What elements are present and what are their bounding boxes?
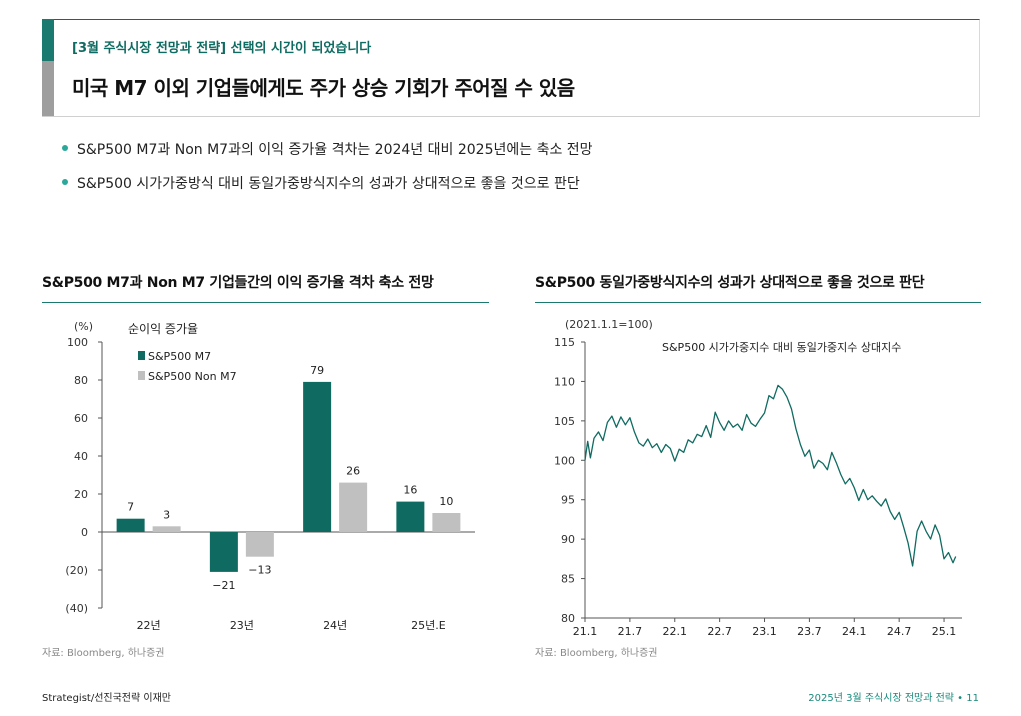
y-tick-label: 100 [554, 454, 575, 467]
footer-author: Strategist/선진국전략 이재만 [42, 693, 171, 704]
y-tick-label: (40) [65, 602, 88, 615]
bar-value-label: 3 [163, 508, 170, 521]
y-tick-label: 110 [554, 375, 575, 388]
x-tick-label: 22.1 [663, 625, 688, 638]
bar-value-label: 7 [127, 501, 134, 514]
page-title: 미국 M7 이외 기업들에게도 주가 상승 기회가 주어질 수 있음 [72, 76, 575, 100]
bullet-item: S&P500 M7과 Non M7과의 이익 증가율 격차는 2024년 대비 … [62, 139, 593, 159]
x-tick-label: 23.7 [797, 625, 822, 638]
page-subtitle: [3월 주식시장 전망과 전략] 선택의 시간이 되었습니다 [72, 41, 372, 56]
bar-non-m7 [245, 532, 274, 557]
y-tick-label: 0 [81, 526, 88, 539]
y-tick-label: (20) [65, 564, 88, 577]
footer-page-info: 2025년 3월 주식시장 전망과 전략 • 11 [808, 693, 979, 704]
header-gray-bar [42, 61, 54, 116]
y-unit-label: (2021.1.1=100) [565, 318, 653, 331]
y-unit-label: (%) [74, 320, 93, 333]
x-tick-label: 21.1 [573, 625, 598, 638]
bar-m7 [116, 518, 145, 532]
y-tick-label: 85 [561, 573, 575, 586]
bar-value-label: 79 [310, 364, 324, 377]
header-accent-bar [42, 19, 54, 61]
y-tick-label: 100 [67, 336, 88, 349]
inner-chart-title: S&P500 시가가중지수 대비 동일가중지수 상대지수 [662, 340, 901, 354]
y-tick-label: 80 [561, 612, 575, 625]
bar-non-m7 [432, 513, 461, 532]
bar-non-m7 [339, 482, 368, 532]
line-chart: (2021.1.1=100) S&P500 시가가중지수 대비 동일가중지수 상대… [554, 318, 962, 638]
inner-chart-title: 순이익 증가율 [128, 322, 198, 336]
header-divider [42, 116, 980, 117]
x-tick-label: 22.7 [707, 625, 732, 638]
left-chart-source: 자료: Bloomberg, 하나증권 [42, 648, 165, 659]
y-tick-label: 105 [554, 415, 575, 428]
left-chart-title: S&P500 M7과 Non M7 기업들간의 이익 증가율 격차 축소 전망 [42, 275, 434, 291]
x-tick-label: 25년.E [411, 619, 446, 632]
x-tick-label: 24.1 [842, 625, 867, 638]
y-tick-label: 95 [561, 494, 575, 507]
bullet-dot-icon [62, 145, 68, 151]
x-tick-label: 22년 [137, 619, 161, 632]
x-tick-label: 25.1 [932, 625, 957, 638]
legend-swatch-m7 [138, 351, 145, 360]
x-tick-label: 24년 [323, 619, 347, 632]
header-box [42, 19, 980, 116]
bullet-text: S&P500 M7과 Non M7과의 이익 증가율 격차는 2024년 대비 … [77, 142, 593, 158]
right-chart-title: S&P500 동일가중방식지수의 성과가 상대적으로 좋을 것으로 판단 [535, 275, 925, 291]
legend-label: S&P500 M7 [148, 350, 211, 363]
bar-non-m7 [152, 526, 181, 532]
right-chart-rule [535, 302, 981, 303]
bar-chart: (%) 순이익 증가율 100 80 60 40 20 0 (20) (40) 7 3 22년 −21 −1… [65, 320, 475, 632]
y-tick-label: 40 [74, 450, 88, 463]
bar-m7 [209, 532, 238, 572]
legend-label: S&P500 Non M7 [148, 370, 237, 383]
bar-value-label: −21 [212, 579, 235, 592]
bar-m7 [396, 501, 425, 532]
y-tick-label: 60 [74, 412, 88, 425]
x-tick-label: 23년 [230, 619, 254, 632]
left-chart-rule [42, 302, 489, 303]
bar-value-label: 26 [346, 465, 360, 478]
y-tick-label: 90 [561, 533, 575, 546]
right-chart-source: 자료: Bloomberg, 하나증권 [535, 648, 658, 659]
bullet-text: S&P500 시가가중방식 대비 동일가중방식지수의 성과가 상대적으로 좋을 … [77, 176, 580, 192]
x-tick-label: 21.7 [618, 625, 643, 638]
series-line [584, 384, 957, 567]
x-tick-label: 24.7 [887, 625, 912, 638]
bar-value-label: 16 [403, 484, 417, 497]
y-tick-label: 80 [74, 374, 88, 387]
x-tick-label: 23.1 [752, 625, 777, 638]
bullet-item: S&P500 시가가중방식 대비 동일가중방식지수의 성과가 상대적으로 좋을 … [62, 173, 580, 193]
legend-swatch-non-m7 [138, 371, 145, 380]
bullet-dot-icon [62, 179, 68, 185]
bar-value-label: 10 [439, 495, 453, 508]
bar-m7 [303, 381, 332, 532]
y-tick-label: 115 [554, 336, 575, 349]
bar-value-label: −13 [248, 564, 271, 577]
y-tick-label: 20 [74, 488, 88, 501]
